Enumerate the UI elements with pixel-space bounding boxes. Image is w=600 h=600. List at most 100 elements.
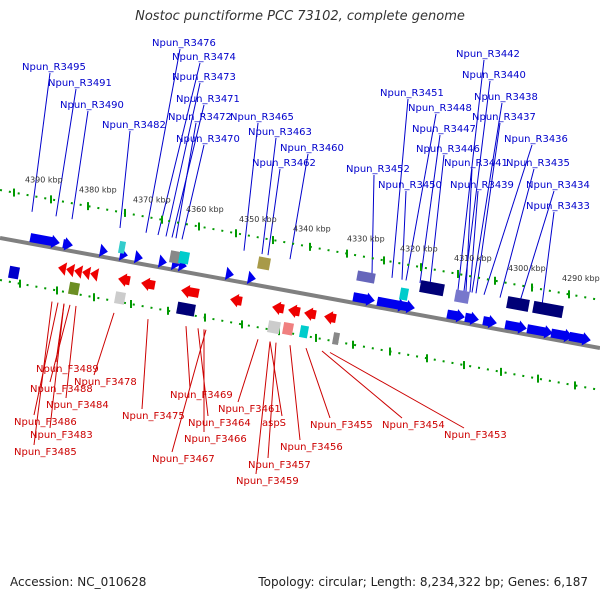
gene-features xyxy=(7,233,591,346)
top-gene-label: Npun_R3442 xyxy=(456,49,520,60)
top-leader-line xyxy=(457,59,485,291)
forward-gene-block xyxy=(398,287,410,301)
kbp-label: 4370 kbp xyxy=(133,195,171,204)
forward-gene-arrow xyxy=(482,315,497,329)
top-gene-label: Npun_R3474 xyxy=(172,52,236,63)
reverse-gene-block xyxy=(267,320,281,335)
reverse-gene-arrow xyxy=(288,304,301,318)
forward-gene-arrow xyxy=(464,311,479,325)
forward-gene-block xyxy=(506,296,530,312)
top-gene-label: Npun_R3460 xyxy=(280,143,344,154)
top-leader-line xyxy=(475,122,501,294)
top-gene-label: Npun_R3434 xyxy=(526,180,590,191)
top-gene-label: Npun_R3470 xyxy=(176,134,240,145)
reverse-gene-arrow xyxy=(141,277,156,291)
backbone-line xyxy=(0,236,600,350)
top-leader-line xyxy=(471,102,503,293)
bottom-leader-line xyxy=(267,342,277,459)
top-leader-line xyxy=(483,144,533,295)
bottom-leader-line xyxy=(93,312,115,376)
bottom-leader-line xyxy=(329,352,465,429)
bottom-leader-line xyxy=(305,347,331,419)
top-leader-line xyxy=(391,98,409,278)
forward-gene-arrow xyxy=(62,237,73,251)
forward-gene-block xyxy=(419,280,445,297)
forward-gene-arrow xyxy=(526,324,553,339)
kbp-label: 4340 kbp xyxy=(293,225,331,234)
ruler-top-dots xyxy=(0,189,600,301)
bottom-gene-label: Npun_F3475 xyxy=(122,411,185,422)
accession-text: Accession: NC_010628 xyxy=(10,575,147,589)
bottom-gene-label: Npun_F3457 xyxy=(248,460,311,471)
bottom-leader-line xyxy=(33,302,59,416)
forward-gene-arrow xyxy=(29,233,60,249)
bottom-gene-label: Npun_F3485 xyxy=(14,447,77,458)
kbp-label: 4330 kbp xyxy=(347,235,385,244)
reverse-gene-arrow xyxy=(82,266,92,281)
forward-gene-block xyxy=(454,289,470,304)
reverse-gene-block xyxy=(281,321,295,336)
top-gene-label: Npun_R3450 xyxy=(378,180,442,191)
bottom-gene-label: Npun_F3455 xyxy=(310,420,373,431)
forward-gene-block xyxy=(356,270,376,284)
forward-gene-block xyxy=(257,256,271,271)
map-title: Nostoc punctiforme PCC 73102, complete g… xyxy=(135,9,465,24)
label-leader-lines xyxy=(31,48,555,475)
top-gene-label: Npun_R3482 xyxy=(102,120,166,131)
bottom-gene-label: Npun_F3461 xyxy=(218,404,281,415)
reverse-gene-block xyxy=(331,332,341,346)
kbp-label: 4300 kbp xyxy=(508,264,546,273)
bottom-leader-line xyxy=(65,305,77,399)
top-gene-label: Npun_R3471 xyxy=(176,94,240,105)
top-leader-line xyxy=(289,153,309,260)
bottom-gene-label: Npun_F3486 xyxy=(14,417,77,428)
top-gene-label: Npun_R3452 xyxy=(346,164,410,175)
top-leader-line xyxy=(31,72,51,212)
reverse-gene-block xyxy=(176,301,196,317)
bottom-leader-line xyxy=(185,326,191,389)
reverse-gene-block xyxy=(113,291,127,305)
forward-gene-arrow xyxy=(246,270,256,285)
kbp-label: 4380 kbp xyxy=(79,185,117,194)
top-gene-label: Npun_R3448 xyxy=(408,103,472,114)
reverse-gene-arrow xyxy=(230,294,243,308)
top-leader-line xyxy=(165,82,201,237)
top-gene-label: Npun_R3490 xyxy=(60,100,124,111)
top-gene-label: Npun_R3435 xyxy=(506,158,570,169)
reverse-gene-arrow xyxy=(304,307,317,321)
reverse-gene-arrow xyxy=(66,263,76,278)
bottom-gene-label: Npun_F3466 xyxy=(184,434,247,445)
reverse-gene-block xyxy=(67,281,81,296)
reverse-gene-arrow xyxy=(181,285,200,299)
top-leader-line xyxy=(405,113,437,281)
bottom-leader-line xyxy=(237,339,259,403)
top-gene-label: Npun_R3447 xyxy=(412,124,476,135)
forward-gene-block xyxy=(532,300,564,319)
top-leader-line xyxy=(119,130,131,229)
top-gene-label: Npun_R3439 xyxy=(450,180,514,191)
top-gene-label: Npun_R3476 xyxy=(152,38,216,49)
reverse-gene-arrow xyxy=(324,311,337,325)
kbp-label: 4320 kbp xyxy=(400,244,438,253)
forward-gene-arrow xyxy=(133,250,143,264)
bottom-leader-line xyxy=(289,345,301,441)
kbp-label: 4360 kbp xyxy=(186,205,224,214)
bottom-gene-label: Npun_F3454 xyxy=(382,420,445,431)
bottom-leader-line xyxy=(141,319,149,410)
kbp-label: 4390 kbp xyxy=(25,176,63,185)
kbp-label: 4290 kbp xyxy=(562,274,600,283)
top-leader-line xyxy=(145,48,181,233)
top-gene-label: Npun_R3441 xyxy=(444,158,508,169)
kbp-label: 4350 kbp xyxy=(239,215,277,224)
forward-gene-arrow xyxy=(352,292,375,306)
bottom-gene-label: Npun_F3478 xyxy=(74,377,137,388)
forward-gene-arrow xyxy=(504,320,527,334)
top-gene-label: Npun_R3473 xyxy=(172,72,236,83)
top-leader-line xyxy=(243,122,259,251)
top-leader-line xyxy=(465,168,473,292)
top-gene-label: Npun_R3446 xyxy=(416,144,480,155)
bottom-gene-label: Npun_F3464 xyxy=(188,418,251,429)
forward-gene-arrow xyxy=(568,331,591,346)
bottom-gene-label: Npun_F3456 xyxy=(280,442,343,453)
